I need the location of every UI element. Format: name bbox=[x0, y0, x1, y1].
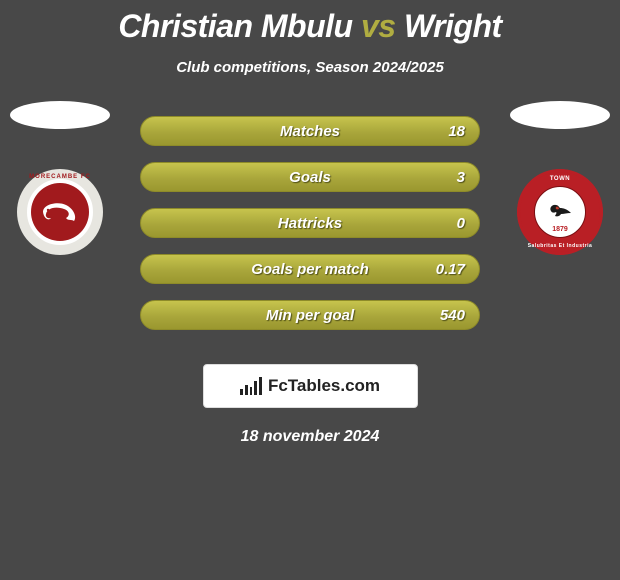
crest-ring-text-top: TOWN bbox=[517, 176, 603, 182]
subtitle: Club competitions, Season 2024/2025 bbox=[0, 59, 620, 76]
robin-icon bbox=[547, 201, 573, 219]
stat-label: Hattricks bbox=[141, 215, 479, 232]
stat-right-value: 0.17 bbox=[436, 255, 465, 283]
comparison-title: Christian Mbulu vs Wright bbox=[0, 0, 620, 45]
crest-ring-text: MORECAMBE FC bbox=[17, 174, 103, 180]
stat-right-value: 3 bbox=[457, 163, 465, 191]
player2-avatar-placeholder bbox=[510, 101, 610, 129]
shrimp-icon bbox=[40, 199, 80, 225]
bars-chart-icon bbox=[240, 377, 262, 395]
footer-date: 18 november 2024 bbox=[0, 428, 620, 446]
comparison-area: MORECAMBE FC TOWN Salubritas Et Industri… bbox=[0, 116, 620, 346]
stat-row-goals-per-match: Goals per match 0.17 bbox=[140, 254, 480, 284]
stat-right-value: 18 bbox=[448, 117, 465, 145]
brand-box: FcTables.com bbox=[203, 364, 418, 408]
player2-column: TOWN Salubritas Et Industria 1879 bbox=[510, 101, 610, 255]
stat-row-hattricks: Hattricks 0 bbox=[140, 208, 480, 238]
club-crest-swindon: TOWN Salubritas Et Industria 1879 bbox=[517, 169, 603, 255]
stat-bars: Matches 18 Goals 3 Hattricks 0 Goals per… bbox=[140, 116, 480, 346]
crest-motto: Salubritas Et Industria bbox=[517, 243, 603, 249]
club-crest-morecambe: MORECAMBE FC bbox=[17, 169, 103, 255]
player1-name: Christian Mbulu bbox=[118, 8, 352, 44]
stat-row-matches: Matches 18 bbox=[140, 116, 480, 146]
stat-row-goals: Goals 3 bbox=[140, 162, 480, 192]
stat-right-value: 540 bbox=[440, 301, 465, 329]
player2-name: Wright bbox=[404, 8, 502, 44]
player1-avatar-placeholder bbox=[10, 101, 110, 129]
stat-label: Matches bbox=[141, 123, 479, 140]
stat-row-min-per-goal: Min per goal 540 bbox=[140, 300, 480, 330]
crest-year: 1879 bbox=[535, 226, 585, 233]
stat-label: Min per goal bbox=[141, 307, 479, 324]
stat-label: Goals bbox=[141, 169, 479, 186]
stat-right-value: 0 bbox=[457, 209, 465, 237]
player1-column: MORECAMBE FC bbox=[10, 101, 110, 255]
brand-text: FcTables.com bbox=[268, 376, 380, 396]
stat-label: Goals per match bbox=[141, 261, 479, 278]
vs-text: vs bbox=[361, 8, 396, 44]
